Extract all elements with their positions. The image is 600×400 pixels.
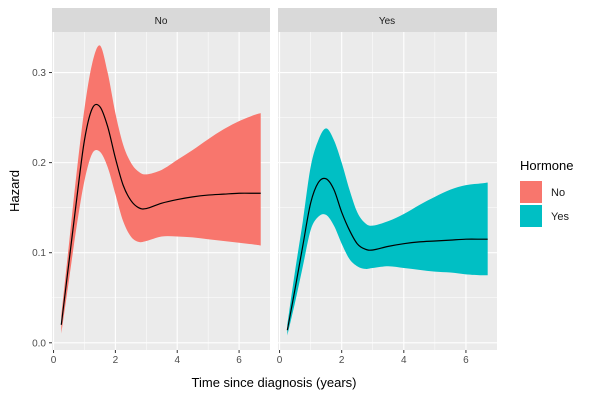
strip-label-yes: Yes bbox=[379, 16, 395, 27]
legend-label-no: No bbox=[551, 187, 565, 199]
hazard-curve-yes bbox=[286, 177, 488, 331]
legend-title: Hormone bbox=[520, 158, 573, 173]
strip-yes bbox=[278, 8, 497, 32]
legend-key-yes bbox=[520, 205, 542, 227]
y-tick-label: 0.0 bbox=[32, 338, 46, 349]
y-tick-label: 0.1 bbox=[32, 248, 46, 259]
x-axis-title: Time since diagnosis (years) bbox=[192, 375, 357, 390]
y-axis: 0.0 0.1 0.2 0.3 bbox=[32, 68, 52, 349]
x-tick-label: 6 bbox=[463, 355, 469, 366]
x-tick-label: 6 bbox=[236, 355, 242, 366]
panel-yes: Yes bbox=[278, 8, 497, 350]
x-axis-yes: 0 2 4 6 bbox=[277, 350, 469, 366]
confidence-band-no bbox=[61, 45, 261, 334]
y-tick-label: 0.3 bbox=[32, 68, 46, 79]
legend-label-yes: Yes bbox=[551, 211, 569, 223]
x-tick-label: 0 bbox=[277, 355, 283, 366]
x-tick-label: 2 bbox=[339, 355, 345, 366]
x-tick-label: 0 bbox=[51, 355, 57, 366]
y-axis-title: Hazard bbox=[7, 170, 22, 212]
hazard-curve-no bbox=[60, 103, 261, 325]
x-tick-label: 4 bbox=[401, 355, 407, 366]
x-tick-label: 2 bbox=[113, 355, 119, 366]
strip-no bbox=[52, 8, 270, 32]
legend-key-no bbox=[520, 181, 542, 203]
x-axis-no: 0 2 4 6 bbox=[51, 350, 242, 366]
strip-label-no: No bbox=[155, 16, 168, 27]
y-tick-label: 0.2 bbox=[32, 158, 46, 169]
legend: Hormone No Yes bbox=[520, 158, 573, 227]
confidence-band-yes bbox=[287, 128, 488, 336]
x-tick-label: 4 bbox=[174, 355, 180, 366]
panel-no: No bbox=[52, 8, 270, 350]
